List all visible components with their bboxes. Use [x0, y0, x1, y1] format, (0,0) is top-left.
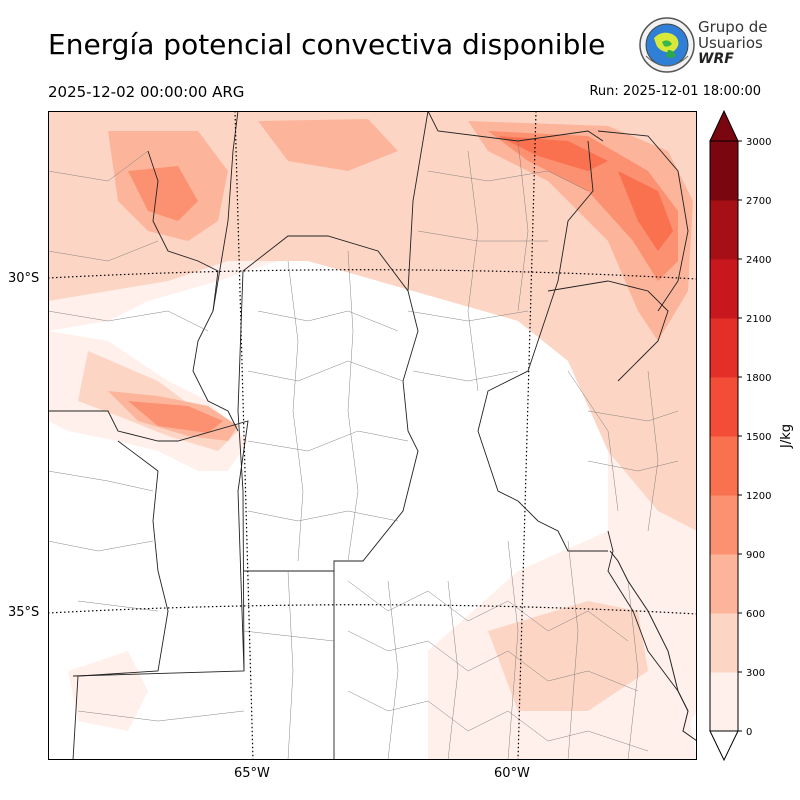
logo-line-3: WRF [698, 51, 734, 67]
colorbar-tick-label-10: 3000 [746, 137, 771, 148]
colorbar-tick-label-8: 2400 [746, 255, 771, 266]
department-boundaries [48, 140, 679, 760]
colorbar-extend-top [709, 109, 739, 142]
cape-map [48, 111, 697, 760]
colorbar-band-3 [710, 495, 738, 555]
lon-label-60w: 60°W [494, 766, 530, 781]
colorbar-band-2 [710, 554, 738, 614]
colorbar-tick-label-1: 300 [746, 668, 765, 679]
cape-band-900-1200 [128, 131, 678, 433]
map-frame [48, 111, 697, 760]
graticule [48, 111, 697, 760]
colorbar-extend-bottom [709, 730, 739, 762]
lat-label-30s: 30°S [8, 271, 40, 286]
colorbar-band-9 [710, 141, 738, 201]
colorbar-band-5 [710, 377, 738, 437]
run-time: Run: 2025-12-01 18:00:00 [589, 84, 761, 99]
logo-line-2: Usuarios [698, 34, 763, 52]
colorbar-unit: J/kg [779, 424, 794, 449]
colorbar-tick-label-5: 1500 [746, 432, 771, 443]
colorbar-tick-label-9: 2700 [746, 196, 771, 207]
valid-time: 2025-12-02 00:00:00 ARG [48, 83, 245, 101]
colorbar-band-8 [710, 200, 738, 260]
cape-band-1200-1500 [498, 136, 673, 251]
lon-label-65w: 65°W [234, 766, 270, 781]
colorbar-band-1 [710, 613, 738, 673]
colorbar-ticks: 0 300 600 900 1200 1500 1800 2100 2400 2700 3000 [738, 137, 771, 738]
colorbar-tick-label-2: 600 [746, 609, 765, 620]
colorbar-band-4 [710, 436, 738, 496]
cape-colorbar: 0 300 600 900 1200 1500 1800 2100 2400 2700 3000 J… [709, 109, 794, 762]
colorbar-tick-label-4: 1200 [746, 491, 771, 502]
map-title: Energía potencial convectiva disponible [48, 28, 606, 61]
globe-icon [639, 17, 695, 73]
colorbar-bands [710, 141, 738, 732]
colorbar-tick-label-6: 1800 [746, 373, 771, 384]
colorbar-tick-label-7: 2100 [746, 314, 771, 325]
colorbar-band-0 [710, 672, 738, 732]
colorbar-tick-label-3: 900 [746, 550, 765, 561]
lat-label-35s: 35°S [8, 605, 40, 620]
logo-line-1: Grupo de [698, 18, 768, 36]
colorbar-band-6 [710, 318, 738, 378]
coastline [609, 550, 697, 742]
colorbar-band-7 [710, 259, 738, 319]
colorbar-tick-label-0: 0 [746, 727, 752, 738]
wrf-users-logo: Grupo de Usuarios WRF [638, 16, 768, 76]
